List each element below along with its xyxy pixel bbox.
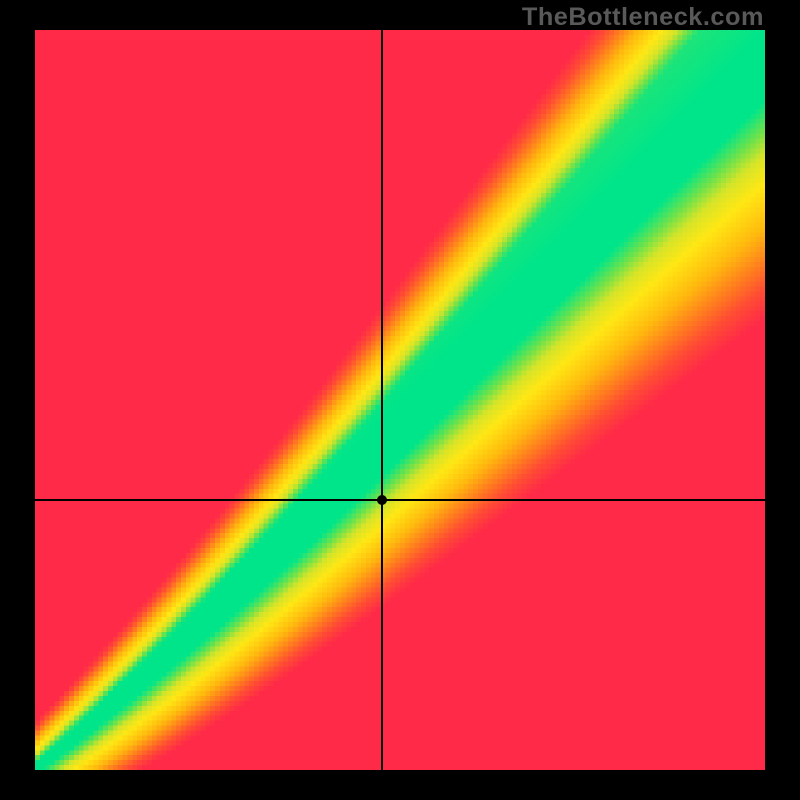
- chart-container: TheBottleneck.com: [0, 0, 800, 800]
- crosshair-horizontal: [35, 499, 765, 501]
- crosshair-marker: [377, 495, 387, 505]
- watermark-text: TheBottleneck.com: [522, 3, 764, 32]
- heatmap-canvas: [35, 30, 765, 770]
- crosshair-vertical: [381, 30, 383, 770]
